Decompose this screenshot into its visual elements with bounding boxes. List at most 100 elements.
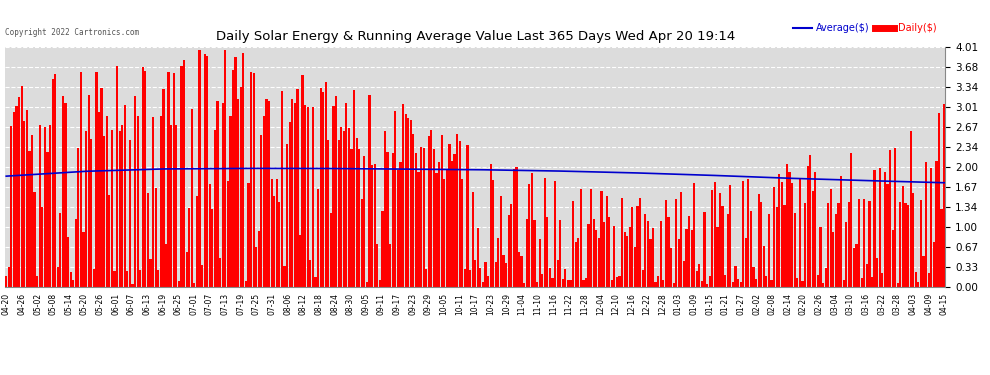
Bar <box>788 172 791 287</box>
Bar <box>235 57 237 287</box>
Bar <box>157 270 159 287</box>
Bar <box>742 181 744 287</box>
Bar <box>188 209 190 287</box>
Bar <box>732 282 734 287</box>
Bar <box>219 258 221 287</box>
Bar <box>154 188 156 287</box>
Bar <box>892 230 894 287</box>
Bar <box>142 67 144 287</box>
Bar <box>209 184 211 287</box>
Bar <box>23 121 26 287</box>
Bar <box>441 135 443 287</box>
Bar <box>175 125 177 287</box>
Bar <box>554 181 556 287</box>
Bar <box>923 256 925 287</box>
Bar <box>580 189 582 287</box>
Bar <box>294 103 296 287</box>
Bar <box>405 114 407 287</box>
Bar <box>907 205 909 287</box>
Bar <box>735 266 737 287</box>
Bar <box>799 178 801 287</box>
Bar <box>438 162 441 287</box>
Bar <box>873 170 876 287</box>
Bar <box>245 281 247 287</box>
Bar <box>868 201 870 287</box>
Bar <box>237 99 240 287</box>
Bar <box>680 192 682 287</box>
Bar <box>626 236 629 287</box>
Bar <box>902 186 904 287</box>
Bar <box>747 179 749 287</box>
Bar <box>835 214 837 287</box>
Bar <box>757 195 759 287</box>
Bar <box>214 130 216 287</box>
Bar <box>915 272 917 287</box>
Bar <box>397 171 399 287</box>
Bar <box>804 202 806 287</box>
Bar <box>497 238 500 287</box>
Bar <box>8 267 10 287</box>
Bar <box>717 227 719 287</box>
Bar <box>386 152 389 287</box>
Bar <box>217 101 219 287</box>
Bar <box>222 104 224 287</box>
Bar <box>513 169 515 287</box>
Bar <box>204 54 206 287</box>
Bar <box>632 207 634 287</box>
Bar <box>100 88 103 287</box>
Bar <box>657 276 659 287</box>
Bar <box>111 130 113 287</box>
Bar <box>373 164 376 287</box>
Bar <box>230 116 232 287</box>
Bar <box>876 258 878 287</box>
Bar <box>730 184 732 287</box>
Bar <box>897 284 899 287</box>
Bar <box>410 120 412 287</box>
Bar <box>268 101 270 287</box>
Bar <box>714 182 716 287</box>
Bar <box>350 149 352 287</box>
Bar <box>412 134 415 287</box>
Bar <box>685 229 688 287</box>
Bar <box>34 192 36 287</box>
Bar <box>825 268 827 287</box>
Bar <box>183 60 185 287</box>
Bar <box>503 255 505 287</box>
Bar <box>928 273 930 287</box>
Bar <box>51 79 53 287</box>
Bar <box>495 262 497 287</box>
Bar <box>325 82 327 287</box>
Bar <box>606 196 608 287</box>
Bar <box>852 248 855 287</box>
Bar <box>693 183 695 287</box>
Bar <box>461 179 463 287</box>
Bar <box>39 125 41 287</box>
Bar <box>47 152 49 287</box>
Bar <box>283 267 286 287</box>
Bar <box>286 144 288 287</box>
Bar <box>129 140 131 287</box>
Bar <box>920 200 922 287</box>
Bar <box>768 214 770 287</box>
Bar <box>249 72 252 287</box>
Bar <box>152 117 154 287</box>
Bar <box>765 276 767 287</box>
Bar <box>137 116 139 287</box>
Bar <box>675 199 677 287</box>
Bar <box>252 73 254 287</box>
Bar <box>399 162 402 287</box>
Bar <box>639 198 642 287</box>
Bar <box>106 116 108 287</box>
Bar <box>119 131 121 287</box>
Bar <box>577 238 579 287</box>
Bar <box>466 144 468 287</box>
Bar <box>206 56 208 287</box>
Bar <box>619 276 621 287</box>
Bar <box>624 232 626 287</box>
Text: Copyright 2022 Cartronics.com: Copyright 2022 Cartronics.com <box>5 28 139 37</box>
Bar <box>678 239 680 287</box>
Bar <box>709 276 711 287</box>
Bar <box>98 112 100 287</box>
Bar <box>621 198 623 287</box>
Bar <box>36 276 39 287</box>
